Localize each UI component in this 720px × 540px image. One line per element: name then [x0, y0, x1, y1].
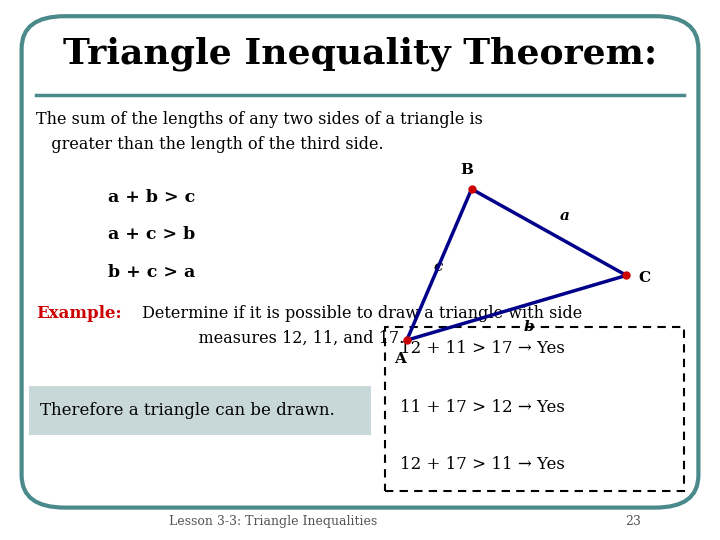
Text: Lesson 3-3: Triangle Inequalities: Lesson 3-3: Triangle Inequalities [169, 515, 378, 528]
FancyBboxPatch shape [22, 16, 698, 508]
Text: A: A [394, 352, 405, 366]
Text: C: C [639, 271, 650, 285]
Text: Therefore a triangle can be drawn.: Therefore a triangle can be drawn. [40, 402, 334, 419]
FancyBboxPatch shape [385, 327, 684, 491]
Text: b: b [524, 320, 534, 334]
Text: Determine if it is possible to draw a triangle with side: Determine if it is possible to draw a tr… [137, 305, 582, 322]
Text: a + c > b: a + c > b [108, 226, 195, 244]
Text: a + b > c: a + b > c [108, 188, 195, 206]
Text: greater than the length of the third side.: greater than the length of the third sid… [36, 136, 384, 153]
Text: 12 + 11 > 17 → Yes: 12 + 11 > 17 → Yes [400, 340, 564, 357]
Text: The sum of the lengths of any two sides of a triangle is: The sum of the lengths of any two sides … [36, 111, 483, 127]
Text: 23: 23 [626, 515, 642, 528]
FancyBboxPatch shape [29, 386, 371, 435]
Text: 11 + 17 > 12 → Yes: 11 + 17 > 12 → Yes [400, 399, 564, 416]
Text: a: a [560, 209, 570, 223]
Text: B: B [460, 163, 473, 177]
Text: 12 + 17 > 11 → Yes: 12 + 17 > 11 → Yes [400, 456, 564, 473]
Text: c: c [433, 260, 442, 274]
Text: Triangle Inequality Theorem:: Triangle Inequality Theorem: [63, 37, 657, 71]
Text: Example:: Example: [36, 305, 122, 322]
Text: measures 12, 11, and 17.: measures 12, 11, and 17. [137, 329, 404, 346]
Text: b + c > a: b + c > a [108, 264, 195, 281]
